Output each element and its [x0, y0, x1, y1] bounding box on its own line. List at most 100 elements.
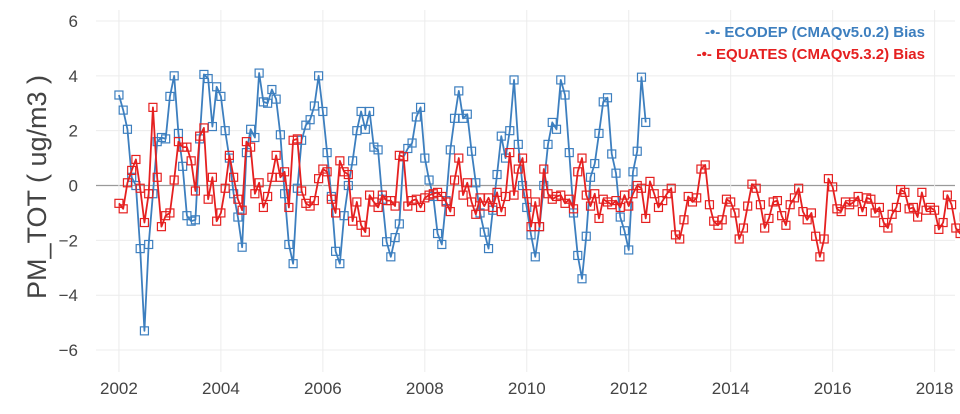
- data-point: [483, 193, 494, 203]
- data-point: [471, 209, 481, 219]
- data-point: [581, 231, 591, 241]
- data-point: [551, 124, 562, 134]
- data-point: [942, 190, 952, 200]
- data-point: [479, 227, 489, 237]
- data-point: [250, 189, 260, 199]
- legend-entry[interactable]: -•- ECODEP (CMAQv5.0.2) Bias: [705, 24, 925, 41]
- axes: −6 −4 −2 0 2 4 6 2002 2004 2006 2008 2010 2012 2014 20…: [59, 12, 954, 398]
- data-point: [806, 208, 817, 218]
- data-point: [186, 156, 196, 166]
- y-tick-label: −6: [59, 341, 78, 360]
- data-point: [386, 252, 396, 262]
- data-point: [624, 201, 634, 211]
- data-point: [815, 252, 825, 262]
- data-point: [390, 233, 400, 243]
- y-tick-label: 2: [69, 122, 78, 141]
- data-point: [212, 82, 222, 92]
- data-point: [666, 183, 676, 193]
- data-point: [743, 201, 753, 211]
- data-point: [118, 105, 128, 115]
- data-point: [364, 106, 375, 117]
- data-point: [717, 215, 727, 225]
- data-point: [636, 183, 647, 193]
- x-tick-label: 2014: [712, 379, 750, 398]
- data-point: [118, 204, 128, 214]
- data-point: [730, 208, 740, 218]
- data-point: [764, 213, 774, 224]
- data-point: [828, 182, 838, 192]
- data-point: [135, 183, 145, 193]
- data-point: [568, 204, 579, 214]
- data-point: [692, 193, 702, 203]
- data-point: [275, 130, 285, 140]
- data-point: [322, 167, 332, 177]
- data-point: [602, 93, 613, 103]
- data-point: [509, 190, 519, 200]
- data-point: [454, 153, 464, 163]
- x-tick-label: 2006: [304, 379, 342, 398]
- legend-entry[interactable]: -•- EQUATES (CMAQv5.3.2) Bias: [697, 46, 925, 63]
- data-point: [619, 226, 630, 236]
- data-point: [271, 150, 281, 160]
- data-point: [441, 197, 451, 207]
- x-tick-label: 2002: [100, 379, 138, 398]
- data-point: [946, 200, 957, 210]
- data-point: [534, 222, 545, 232]
- data-point: [284, 202, 294, 213]
- data-point: [908, 202, 918, 213]
- data-point: [415, 102, 426, 112]
- data-point: [573, 167, 583, 177]
- data-point: [590, 189, 600, 199]
- data-point: [348, 156, 358, 166]
- x-tick-label: 2012: [610, 379, 648, 398]
- data-point: [190, 186, 201, 196]
- data-point: [466, 146, 477, 156]
- data-point: [297, 186, 307, 196]
- data-point: [322, 148, 332, 158]
- data-point: [288, 259, 298, 269]
- data-point: [331, 246, 341, 256]
- series-2: [114, 102, 960, 262]
- data-point: [152, 172, 162, 182]
- data-point: [819, 234, 829, 244]
- legend[interactable]: -•- ECODEP (CMAQv5.0.2) Bias -•- EQUATES …: [697, 24, 925, 63]
- y-tick-label: −4: [59, 286, 78, 305]
- data-point: [280, 189, 290, 199]
- data-point: [280, 167, 290, 177]
- data-point: [360, 124, 370, 134]
- data-point: [564, 148, 574, 158]
- data-point: [224, 150, 234, 160]
- data-point: [199, 123, 209, 133]
- data-point: [449, 175, 460, 185]
- data-point: [777, 211, 787, 221]
- data-point: [891, 202, 901, 213]
- data-point: [513, 164, 523, 174]
- data-point: [139, 326, 150, 336]
- data-point: [335, 259, 345, 269]
- data-point: [751, 183, 761, 193]
- data-point: [556, 75, 566, 85]
- data-point: [161, 134, 171, 144]
- data-point: [169, 175, 179, 185]
- data-point: [913, 212, 923, 222]
- data-point: [704, 200, 715, 210]
- data-point: [649, 189, 659, 199]
- data-point: [726, 197, 736, 207]
- data-point: [679, 215, 689, 225]
- data-point: [900, 187, 910, 197]
- data-point: [564, 194, 574, 204]
- data-point: [131, 154, 141, 165]
- x-tick-label: 2018: [916, 379, 954, 398]
- data-point: [216, 91, 226, 101]
- data-point: [458, 190, 468, 200]
- y-axis-title: PM_TOT ( ug/m3 ): [22, 75, 52, 299]
- data-point: [114, 90, 124, 100]
- data-point: [611, 168, 621, 178]
- data-point: [641, 117, 651, 128]
- data-point: [505, 126, 515, 136]
- data-point: [522, 202, 532, 213]
- data-point: [955, 228, 960, 239]
- data-point: [271, 94, 281, 104]
- data-point: [483, 243, 494, 254]
